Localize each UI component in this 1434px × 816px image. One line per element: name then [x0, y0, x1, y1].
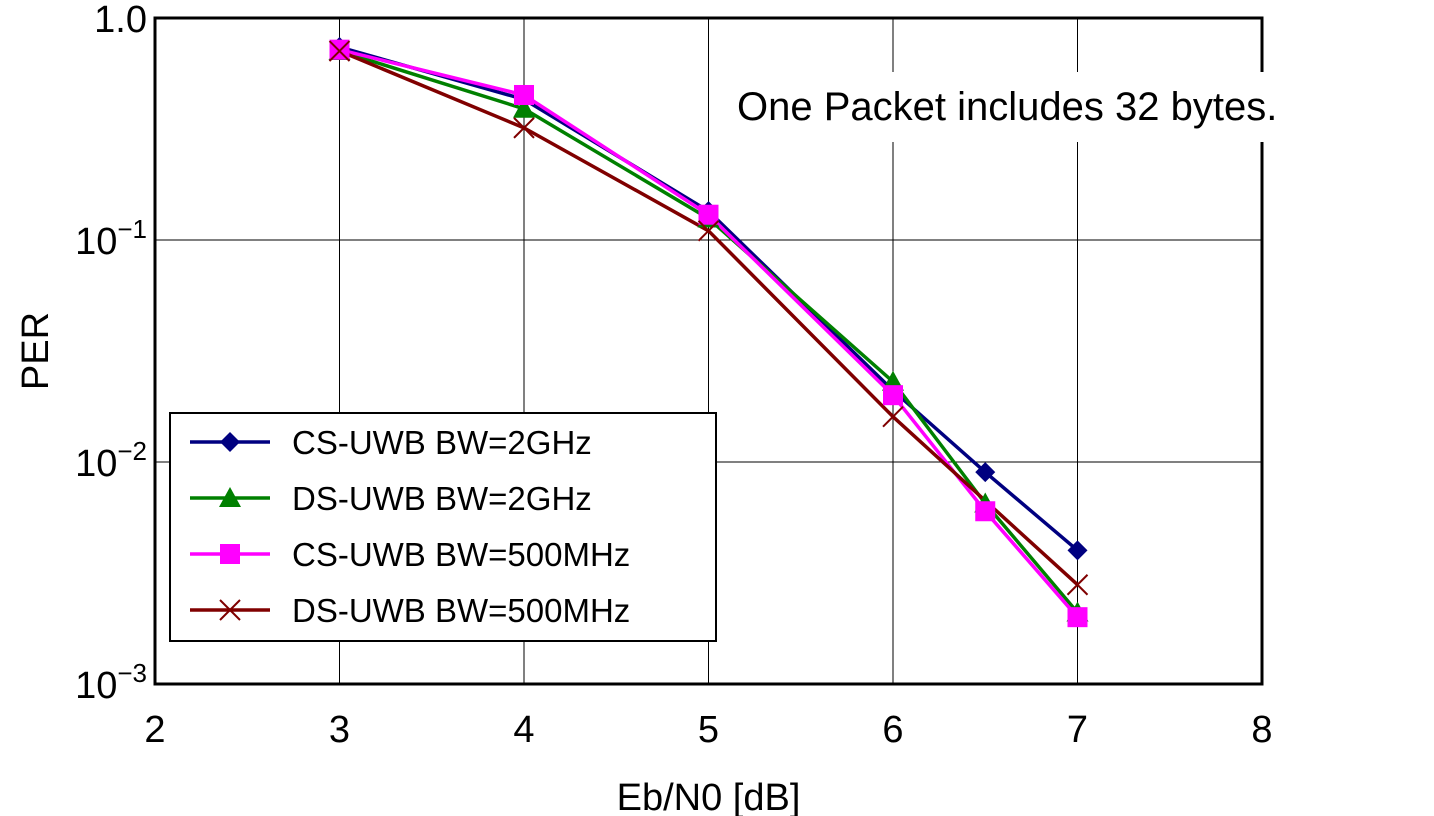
x-tick-label: 8 — [1251, 709, 1272, 751]
annotation-background — [728, 72, 1428, 142]
series-markers — [328, 37, 1089, 628]
x-tick-label: 6 — [882, 709, 903, 751]
series-3-point — [514, 84, 534, 105]
series-4-point — [1066, 574, 1089, 596]
y-tick-label: 10−2 — [75, 436, 147, 485]
x-tick-label: 4 — [513, 709, 534, 751]
legend-marker — [220, 432, 240, 452]
y-tick-labels: 1.0 10−1 10−2 10−3 — [75, 0, 147, 707]
series-line-3 — [339, 48, 1079, 619]
legend-marker — [219, 599, 241, 621]
series-line-2 — [338, 49, 1079, 614]
series-4-point — [513, 117, 535, 139]
series-1-point — [975, 462, 996, 483]
x-tick-label: 7 — [1067, 709, 1088, 751]
legend-marker — [220, 544, 240, 564]
legend-label: DS-UWB BW=500MHz — [292, 592, 630, 629]
y-tick-label: 1.0 — [94, 0, 147, 41]
x-tick-labels: 2 3 4 5 6 7 8 — [144, 709, 1272, 751]
legend-label: DS-UWB BW=2GHz — [292, 480, 592, 517]
series-3-point — [698, 204, 719, 225]
series-3-point — [883, 385, 903, 406]
x-tick-label: 3 — [329, 709, 350, 751]
legend-item: DS-UWB BW=500MHz — [190, 592, 630, 629]
x-tick-label: 5 — [698, 709, 719, 751]
annotation-text: One Packet includes 32 bytes. — [737, 85, 1277, 129]
series-2-point — [513, 97, 535, 118]
series-3-point — [1067, 607, 1088, 628]
legend-box — [169, 412, 717, 642]
plot-frame — [153, 16, 1264, 686]
series-4-point — [328, 40, 351, 62]
y-tick-label: 10−3 — [75, 658, 147, 707]
legend-label: CS-UWB BW=2GHz — [292, 424, 592, 461]
y-tick-label: 10−1 — [75, 214, 147, 263]
annotation: One Packet includes 32 bytes. — [728, 72, 1428, 142]
x-axis-title: Eb/N0 [dB] — [617, 777, 801, 816]
legend-marker — [219, 487, 241, 507]
legend-item: CS-UWB BW=2GHz — [190, 424, 592, 461]
x-tick-label: 2 — [144, 709, 165, 751]
legend-item: CS-UWB BW=500MHz — [190, 536, 630, 573]
y-axis-title: PER — [15, 312, 57, 390]
series-4-point — [882, 405, 904, 428]
legend-label: CS-UWB BW=500MHz — [292, 536, 630, 573]
series-3-point — [975, 501, 996, 522]
legend-item: DS-UWB BW=2GHz — [190, 480, 592, 517]
series-4-point — [697, 220, 720, 242]
legend: CS-UWB BW=2GHz DS-UWB BW=2GHz CS-UWB BW=50… — [169, 412, 717, 642]
series-1-point — [1067, 540, 1088, 561]
